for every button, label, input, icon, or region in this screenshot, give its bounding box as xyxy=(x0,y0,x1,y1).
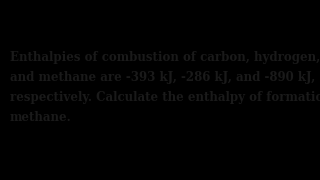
Text: and methane are -393 kJ, -286 kJ, and -890 kJ,: and methane are -393 kJ, -286 kJ, and -8… xyxy=(10,71,315,84)
Text: respectively. Calculate the enthalpy of formation of: respectively. Calculate the enthalpy of … xyxy=(10,91,320,104)
Text: Enthalpies of combustion of carbon, hydrogen,: Enthalpies of combustion of carbon, hydr… xyxy=(10,51,320,64)
Text: methane.: methane. xyxy=(10,111,71,124)
